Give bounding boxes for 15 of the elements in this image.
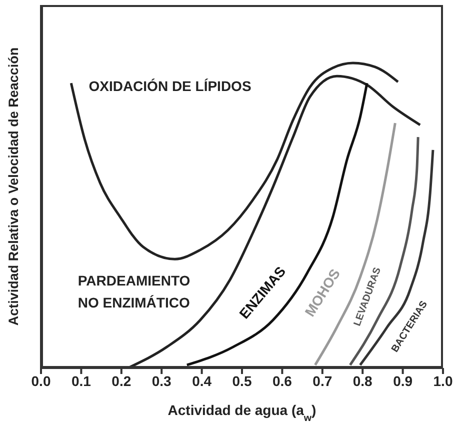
x-tick-label: 0.9 [393,372,413,389]
x-tick-label: 0.0 [31,372,51,389]
x-tick-label: 0.2 [112,372,132,389]
x-tick-label: 1.0 [433,372,453,389]
x-tick-label: 0.1 [71,372,92,389]
series-label: PARDEAMIENTO NO ENZIMÁTICO [78,271,190,312]
x-tick-label: 0.5 [232,372,252,389]
x-tick-label: 0.4 [192,372,212,389]
x-tick-label: 0.6 [272,372,292,389]
x-axis-title: Actividad de agua (a$_{w}$) [168,402,316,423]
x-tick-label: 0.8 [352,372,373,389]
series-label: OXIDACIÓN DE LÍPIDOS [88,77,252,96]
x-tick-label: 0.7 [312,372,332,389]
y-axis-title: Actividad Relativa o Velocidad de Reacción [6,47,21,326]
x-tick-label: 0.3 [152,372,172,389]
